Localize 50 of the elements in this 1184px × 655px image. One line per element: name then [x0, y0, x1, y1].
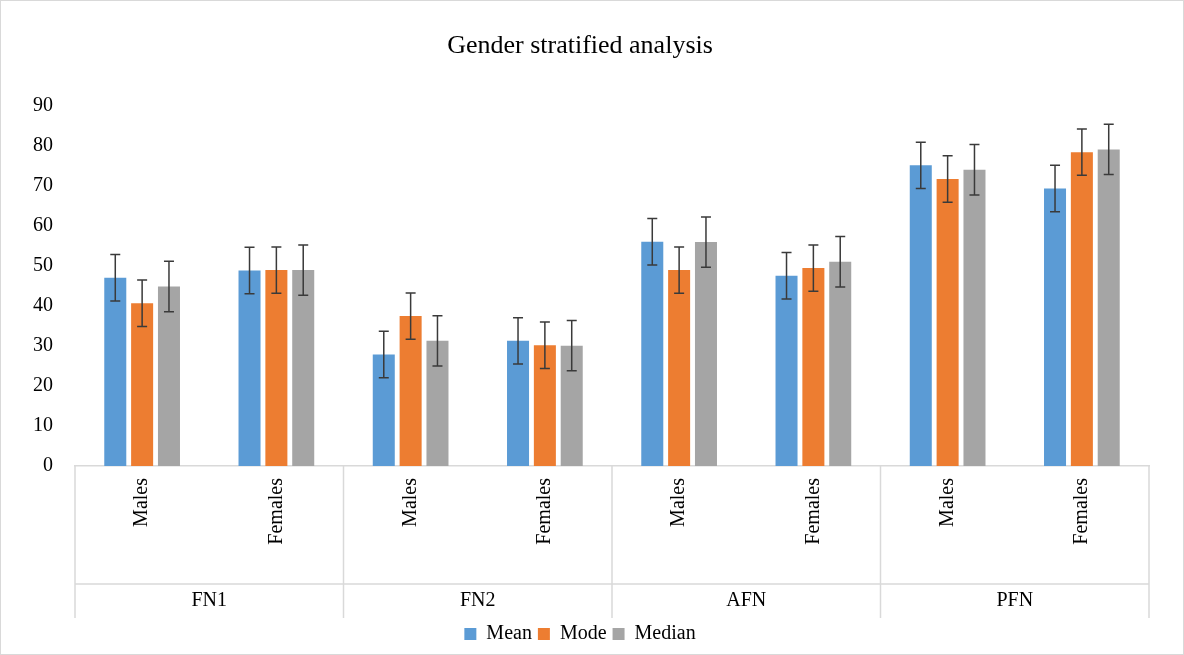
bar — [936, 178, 959, 466]
bar — [426, 340, 449, 466]
bar — [668, 270, 691, 466]
y-tick-label: 90 — [33, 93, 53, 116]
bar — [533, 345, 556, 466]
x-tick-label: Females — [263, 477, 286, 545]
legend-label: Median — [634, 621, 696, 644]
bar — [265, 270, 288, 466]
bar — [131, 303, 154, 466]
x-tick-label: Males — [934, 477, 957, 527]
bar — [104, 277, 127, 466]
y-tick-label: 0 — [43, 453, 53, 476]
y-tick-label: 30 — [33, 333, 53, 356]
bar — [694, 242, 717, 466]
bar — [829, 261, 852, 466]
y-tick-label: 60 — [33, 213, 53, 236]
text: PFN — [996, 588, 1034, 611]
bar — [802, 268, 825, 466]
bar — [1044, 188, 1067, 466]
bar — [775, 275, 798, 466]
bar — [641, 241, 664, 466]
y-tick-label: 70 — [33, 173, 53, 196]
bar — [507, 340, 530, 466]
bar — [560, 345, 583, 466]
bar — [1097, 149, 1120, 466]
bar — [157, 286, 180, 466]
bar — [238, 270, 261, 466]
y-tick-label: 80 — [33, 133, 53, 156]
bar — [399, 316, 422, 466]
x-tick-label: Females — [1069, 477, 1092, 545]
y-tick-label: 50 — [33, 253, 53, 276]
x-tick-label: Males — [666, 477, 689, 527]
bar — [1070, 152, 1093, 466]
legend-label: Mean — [486, 621, 532, 644]
x-tick-label: Males — [397, 477, 420, 527]
x-tick-label: Males — [129, 477, 152, 527]
bar — [292, 270, 315, 466]
x-tick-label: Females — [532, 477, 555, 545]
y-tick-label: 40 — [33, 293, 53, 316]
y-tick-label: 20 — [33, 373, 53, 396]
bar — [372, 354, 395, 466]
text: AFN — [726, 588, 767, 611]
legend-label: Mode — [559, 621, 607, 644]
text: FN2 — [459, 588, 496, 611]
x-tick-label: Females — [800, 477, 823, 545]
chart-title: Gender stratified analysis — [447, 30, 713, 60]
bar — [909, 165, 932, 466]
bar — [963, 169, 986, 466]
text: FN1 — [191, 588, 228, 611]
y-tick-label: 10 — [33, 413, 53, 436]
